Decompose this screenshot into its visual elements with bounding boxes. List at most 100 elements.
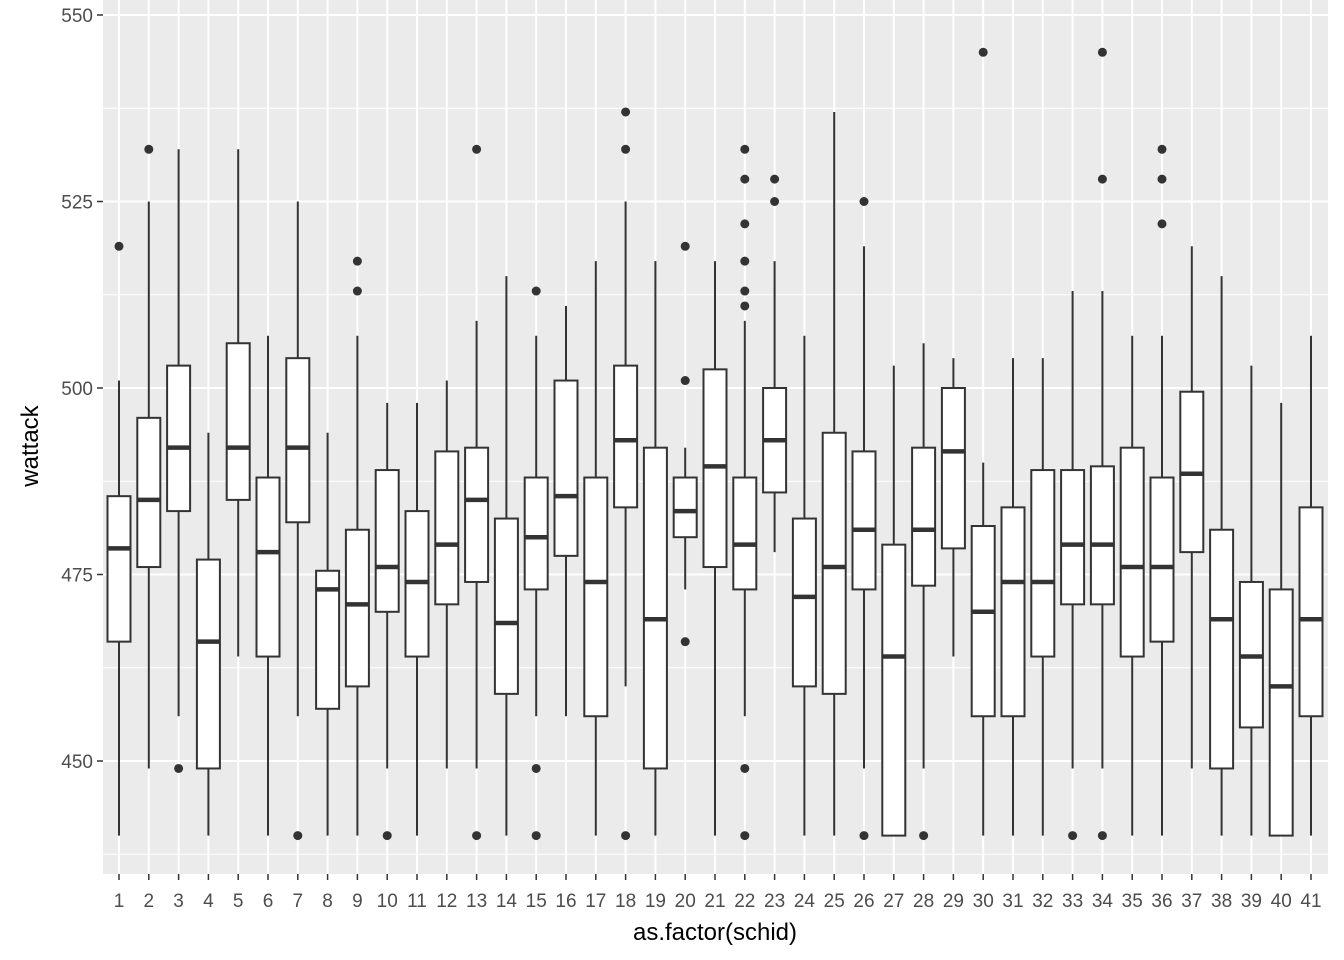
x-tick-label: 15 [526, 891, 547, 912]
box [911, 446, 937, 587]
y-tick-label: 550 [61, 6, 93, 27]
x-tick-label: 33 [1062, 891, 1083, 912]
outlier-point [472, 831, 482, 841]
outlier-point [472, 144, 482, 154]
y-tick-label: 500 [61, 379, 93, 400]
box [672, 476, 698, 539]
box [1089, 465, 1115, 606]
outlier-point [531, 831, 541, 841]
x-tick-label: 27 [883, 891, 904, 912]
x-tick-label: 35 [1122, 891, 1143, 912]
x-tick-label: 9 [352, 891, 363, 912]
box [851, 450, 877, 591]
box-group [255, 335, 281, 836]
outlier-point [740, 301, 750, 311]
box [464, 446, 490, 583]
box [195, 558, 221, 770]
outlier-point [770, 174, 780, 184]
outlier-point [740, 174, 750, 184]
box [106, 495, 132, 643]
outlier-point [978, 47, 988, 57]
box-group [821, 111, 847, 836]
box-group [434, 380, 460, 769]
outlier-point [621, 831, 631, 841]
y-tick-label: 450 [61, 752, 93, 773]
x-tick-label: 38 [1211, 891, 1232, 912]
outlier-point [740, 256, 750, 266]
outlier-point [680, 241, 690, 251]
box-group [315, 432, 341, 836]
x-tick-label: 12 [436, 891, 457, 912]
x-tick-label: 31 [1002, 891, 1023, 912]
outlier-point [1157, 144, 1167, 154]
x-tick-label: 5 [233, 891, 244, 912]
x-tick-label: 26 [853, 891, 874, 912]
box [225, 342, 251, 501]
box [344, 528, 370, 688]
x-tick-label: 20 [675, 891, 696, 912]
box [553, 379, 579, 557]
outlier-point [1097, 47, 1107, 57]
outlier-point [531, 286, 541, 296]
box-group [106, 241, 132, 836]
box-group [911, 343, 937, 841]
box [1030, 469, 1056, 658]
outlier-point [919, 831, 929, 841]
box [970, 525, 996, 718]
box [642, 446, 668, 770]
box-group [642, 261, 668, 836]
x-tick-label: 36 [1151, 891, 1172, 912]
x-tick-label: 7 [293, 891, 304, 912]
outlier-point [352, 286, 362, 296]
x-tick-label: 16 [555, 891, 576, 912]
outlier-point [1068, 831, 1078, 841]
box-group [285, 201, 311, 841]
x-tick-label: 19 [645, 891, 666, 912]
x-axis-title: as.factor(schid) [633, 919, 797, 946]
outlier-point [1097, 174, 1107, 184]
y-tick-label: 525 [61, 193, 93, 214]
x-axis: 1 2 3 4 5 6 7 8 9 10 11 12 13 14 15 16 17 18 19 20 21 22 23 24 2… [114, 874, 1322, 912]
box-group [970, 47, 996, 836]
box-group [374, 402, 400, 841]
box [1060, 469, 1086, 606]
box-group [851, 197, 877, 841]
x-tick-label: 39 [1241, 891, 1262, 912]
outlier-point [1157, 174, 1167, 184]
x-tick-label: 25 [824, 891, 845, 912]
box [613, 364, 639, 509]
box [374, 469, 400, 613]
x-tick-label: 21 [704, 891, 725, 912]
outlier-point [621, 107, 631, 117]
outlier-point [740, 219, 750, 229]
y-axis-title: wattack [17, 404, 44, 487]
box [791, 517, 817, 688]
box [1209, 528, 1235, 770]
outlier-point [293, 831, 303, 841]
outlier-point [740, 144, 750, 154]
outlier-point [382, 831, 392, 841]
x-tick-label: 1 [114, 891, 125, 912]
outlier-point [740, 286, 750, 296]
box [136, 416, 162, 569]
outlier-point [1097, 831, 1107, 841]
box-group [464, 144, 490, 841]
outlier-point [144, 144, 154, 154]
box [523, 476, 549, 591]
box-group [225, 149, 251, 657]
x-tick-label: 30 [973, 891, 994, 912]
box-group [583, 261, 609, 836]
box-group [1238, 365, 1264, 836]
box [434, 450, 460, 606]
x-tick-label: 22 [734, 891, 755, 912]
outlier-point [740, 831, 750, 841]
x-tick-label: 28 [913, 891, 934, 912]
box-series [106, 47, 1324, 841]
outlier-point [740, 763, 750, 773]
box [583, 476, 609, 718]
box [1000, 506, 1026, 718]
box-group [1298, 335, 1324, 836]
x-tick-label: 32 [1032, 891, 1053, 912]
y-tick-label: 475 [61, 566, 93, 587]
